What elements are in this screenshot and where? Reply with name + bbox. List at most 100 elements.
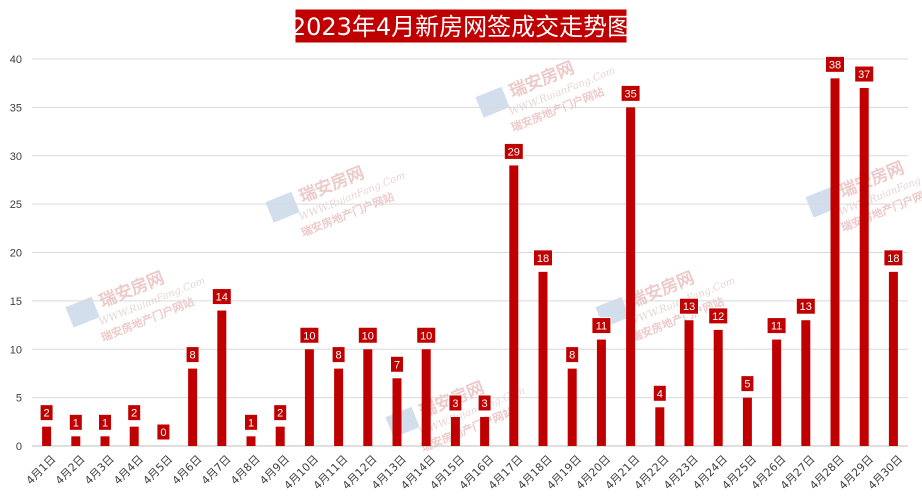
bar (100, 436, 110, 446)
bar (275, 426, 285, 446)
bar (421, 349, 431, 446)
data-label: 5 (744, 379, 750, 391)
bar (567, 368, 577, 446)
data-label: 2 (131, 408, 137, 420)
bar (246, 436, 256, 446)
data-label: 35 (624, 88, 636, 100)
data-label-background (854, 65, 875, 83)
bar (334, 368, 344, 446)
data-label: 10 (303, 330, 315, 342)
bar (713, 329, 723, 446)
data-label-background (185, 346, 200, 364)
data-label-background (299, 326, 320, 344)
data-label-background (620, 84, 641, 102)
data-label: 13 (683, 301, 695, 313)
data-label-background (416, 326, 437, 344)
bar (42, 426, 52, 446)
y-tick-label: 20 (10, 248, 22, 260)
y-tick-label: 0 (16, 441, 22, 453)
bar (217, 310, 227, 446)
data-label-background (98, 413, 112, 431)
data-label: 1 (248, 417, 254, 429)
bar (888, 271, 898, 446)
data-label: 12 (712, 311, 724, 323)
x-tick-label: 4月3日 (82, 453, 117, 488)
bar (801, 320, 811, 446)
bar (596, 339, 606, 446)
data-label: 0 (160, 427, 166, 439)
data-label: 14 (216, 292, 228, 304)
bars (42, 78, 898, 447)
data-label: 10 (420, 330, 432, 342)
y-tick-label: 25 (10, 199, 22, 211)
data-label-background (825, 55, 845, 73)
bar (71, 436, 81, 446)
x-tick-label: 4月6日 (170, 453, 205, 488)
bar (742, 397, 752, 446)
data-label: 1 (102, 417, 108, 429)
data-label: 4 (657, 388, 663, 400)
x-tick-label: 4月5日 (141, 453, 176, 488)
x-tick-label: 4月2日 (53, 453, 88, 488)
data-label-background (68, 413, 83, 431)
x-tick-label: 4月4日 (111, 453, 146, 488)
data-label-background (448, 394, 463, 412)
data-label: 29 (508, 146, 520, 158)
data-label-background (127, 404, 142, 422)
bar (392, 378, 402, 446)
data-label-background (883, 249, 904, 267)
data-label-background (652, 384, 667, 402)
data-label-background (679, 297, 699, 315)
data-label-background (591, 317, 612, 335)
bar (363, 349, 373, 446)
data-label-background (565, 346, 580, 364)
bar (538, 271, 548, 446)
data-label: 38 (829, 59, 841, 71)
data-label: 8 (190, 350, 196, 362)
bar (304, 349, 314, 446)
data-label: 11 (596, 321, 607, 333)
bar (859, 88, 869, 447)
data-label: 18 (887, 253, 899, 265)
data-label: 13 (800, 301, 812, 313)
bar (655, 407, 665, 446)
data-label-background (740, 375, 755, 393)
watermark-logo-icon (475, 86, 510, 118)
data-label: 8 (336, 350, 342, 362)
data-label-background (273, 404, 288, 422)
data-label-background (795, 297, 816, 315)
x-tick-label: 4月7日 (199, 453, 234, 488)
data-label: 2 (44, 408, 50, 420)
y-tick-label: 5 (16, 393, 22, 405)
watermark-logo-icon (65, 296, 100, 328)
y-tick-label: 15 (10, 296, 22, 308)
bar (480, 416, 490, 446)
gridlines (32, 58, 908, 447)
data-label: 2 (277, 408, 283, 420)
data-label-background (211, 288, 232, 306)
y-tick-label: 10 (10, 344, 22, 356)
chart-title: 2023年4月新房网签成交走势图 (291, 13, 631, 41)
bar (509, 165, 519, 447)
data-label-background (331, 346, 346, 364)
bar (129, 426, 139, 446)
x-axis-ticks: 4月1日4月2日4月3日4月4日4月5日4月6日4月7日4月8日4月9日4月10… (24, 453, 905, 493)
data-label-background (708, 307, 729, 325)
bar (450, 416, 460, 446)
data-label-background (156, 423, 171, 441)
bar (626, 107, 636, 446)
y-axis-ticks: 0 5 10 15 20 25 30 35 40 (10, 54, 22, 453)
x-tick-label: 4月8日 (228, 453, 263, 488)
bar (830, 78, 840, 446)
bar (772, 339, 782, 446)
data-label-background (533, 249, 553, 267)
bar (188, 368, 198, 446)
data-label-background (39, 404, 54, 422)
data-label: 11 (771, 321, 782, 333)
data-label-background (244, 413, 258, 431)
x-tick-label: 4月1日 (24, 453, 59, 488)
